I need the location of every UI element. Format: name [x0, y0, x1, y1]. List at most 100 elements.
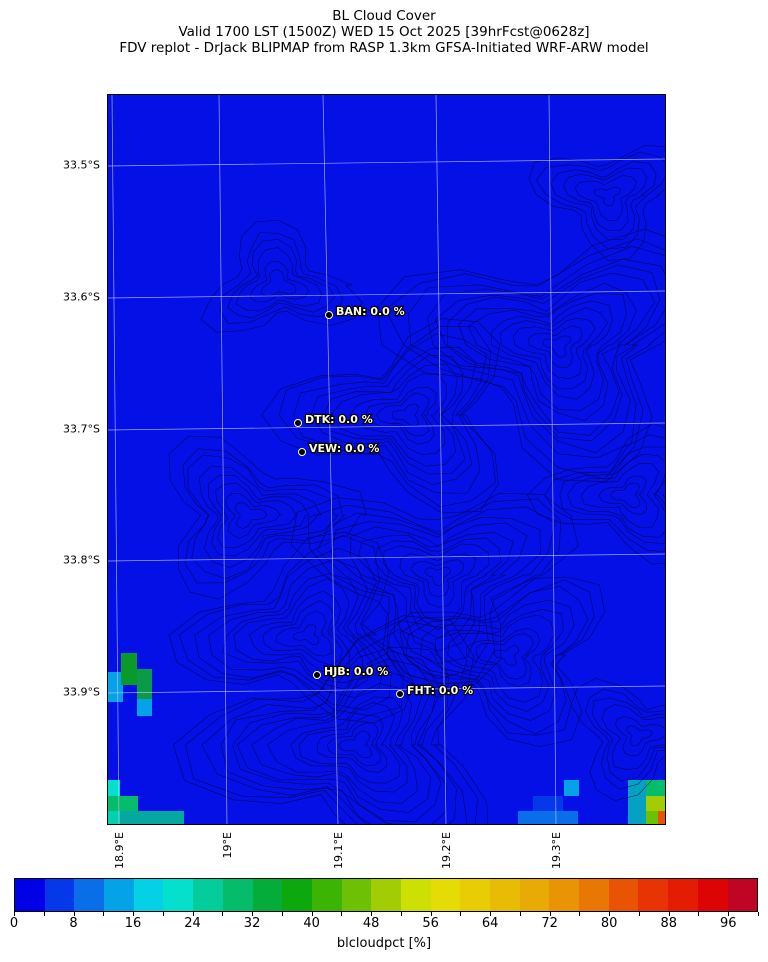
terrain-contour	[236, 658, 442, 822]
longitude-gridline	[111, 95, 120, 824]
terrain-contour	[234, 502, 268, 529]
longitude-label: 19.3°E	[550, 832, 563, 869]
colorbar-segment	[668, 879, 698, 911]
station-marker[interactable]	[325, 311, 333, 319]
terrain-contour	[182, 448, 346, 584]
colorbar-tick	[14, 912, 15, 916]
longitude-label: 18.9°E	[113, 832, 126, 869]
colorbar-tick	[73, 912, 75, 916]
station-marker[interactable]	[294, 419, 302, 427]
longitude-label: 19.1°E	[332, 832, 345, 869]
terrain-contour	[376, 392, 430, 437]
colorbar-segment	[579, 879, 609, 911]
terrain-contour	[559, 446, 665, 544]
colorbar-tick-label: 64	[481, 916, 499, 931]
colorbar-tick-label: 40	[303, 916, 320, 931]
colorbar-tick	[222, 912, 224, 916]
longitude-gridline	[218, 95, 228, 824]
colorbar-tick	[311, 912, 313, 916]
colorbar-tick-label: 48	[362, 916, 380, 931]
cloud-cell	[646, 811, 658, 824]
colorbar-tick	[430, 912, 432, 916]
terrain-contour	[427, 258, 665, 454]
terrain-contour	[542, 335, 572, 358]
terrain-contour	[278, 325, 496, 508]
terrain-contour	[310, 346, 477, 485]
station-marker[interactable]	[313, 671, 321, 679]
colorbar-segment	[193, 879, 223, 911]
colorbar-segment	[163, 879, 194, 911]
longitude-gridline	[548, 95, 557, 824]
terrain-contour	[580, 463, 659, 528]
chart-subtitle-model: FDV replot - DrJack BLIPMAP from RASP 1.…	[119, 40, 649, 56]
terrain-contour	[610, 482, 641, 508]
terrain-contour	[570, 678, 665, 801]
colorbar-tick-label: 88	[660, 916, 677, 931]
terrain-contour	[467, 292, 627, 411]
station-marker[interactable]	[298, 448, 306, 456]
terrain-contour	[338, 730, 372, 758]
cloud-cover-map: BAN: 0.0 % DTK: 0.0 % VEW: 0.0 % HJB: 0.0 %…	[107, 94, 666, 825]
terrain-contour	[215, 482, 298, 548]
colorbar-segment	[608, 879, 639, 911]
colorbar-segment	[44, 879, 75, 911]
colorbar-tick	[103, 912, 105, 916]
terrain-contour	[307, 498, 562, 685]
colorbar-tick-label: 16	[124, 916, 142, 931]
colorbar-tick-label: 72	[541, 916, 558, 931]
colorbar-segment	[519, 879, 550, 911]
terrain-contour	[377, 228, 665, 483]
terrain-contour	[293, 624, 319, 646]
colorbar-tick	[728, 912, 730, 916]
terrain-contour	[592, 697, 665, 782]
latitude-gridline	[108, 158, 665, 167]
terrain-contour	[251, 670, 431, 813]
longitude-label: 19°E	[221, 832, 234, 859]
terrain-contour	[201, 629, 468, 824]
terrain-contour	[475, 633, 534, 680]
colorbar-segment	[311, 879, 342, 911]
terrain-contour	[391, 403, 420, 427]
terrain-contour	[222, 573, 373, 692]
longitude-gridline	[435, 95, 447, 824]
colorbar-segment	[371, 879, 401, 911]
cloud-cell	[108, 780, 120, 796]
terrain-contour	[420, 599, 575, 721]
colorbar-segment	[252, 879, 283, 911]
terrain-contour	[434, 609, 564, 712]
terrain-contour	[407, 245, 665, 459]
colorbar-segment	[133, 879, 164, 911]
longitude-gridline	[322, 95, 339, 824]
station-label: HJB: 0.0 %	[324, 665, 388, 678]
terrain-contour	[374, 537, 502, 630]
cloud-cell	[121, 653, 137, 685]
terrain-contour	[298, 702, 401, 784]
terrain-contour	[185, 620, 478, 824]
colorbar-segment	[282, 879, 312, 911]
terrain-contour	[491, 300, 613, 400]
cloud-cell	[137, 669, 152, 699]
colorbar-segment	[638, 879, 669, 911]
latitude-gridline	[108, 290, 665, 299]
colorbar-segment	[697, 879, 728, 911]
colorbar-segment	[400, 879, 431, 911]
terrain-contour	[235, 247, 323, 312]
terrain-contour	[208, 559, 384, 698]
cloud-cell	[108, 796, 120, 812]
colorbar-segment	[104, 879, 134, 911]
station-label: FHT: 0.0 %	[407, 684, 473, 697]
cloud-cell	[646, 796, 665, 811]
latitude-label: 33.6°S	[63, 290, 100, 304]
terrain-contour	[317, 506, 556, 680]
colorbar-tick	[400, 912, 402, 916]
colorbar-label: blcloudpct [%]	[336, 936, 432, 951]
colorbar-tick	[698, 912, 700, 916]
cloud-cell	[564, 780, 579, 796]
terrain-contour	[447, 272, 656, 436]
cloud-cell	[137, 699, 152, 716]
cloud-cell	[533, 796, 563, 811]
colorbar-segment	[490, 879, 520, 911]
colorbar-tick	[758, 912, 759, 916]
terrain-contour	[194, 547, 392, 711]
station-marker[interactable]	[396, 690, 404, 698]
